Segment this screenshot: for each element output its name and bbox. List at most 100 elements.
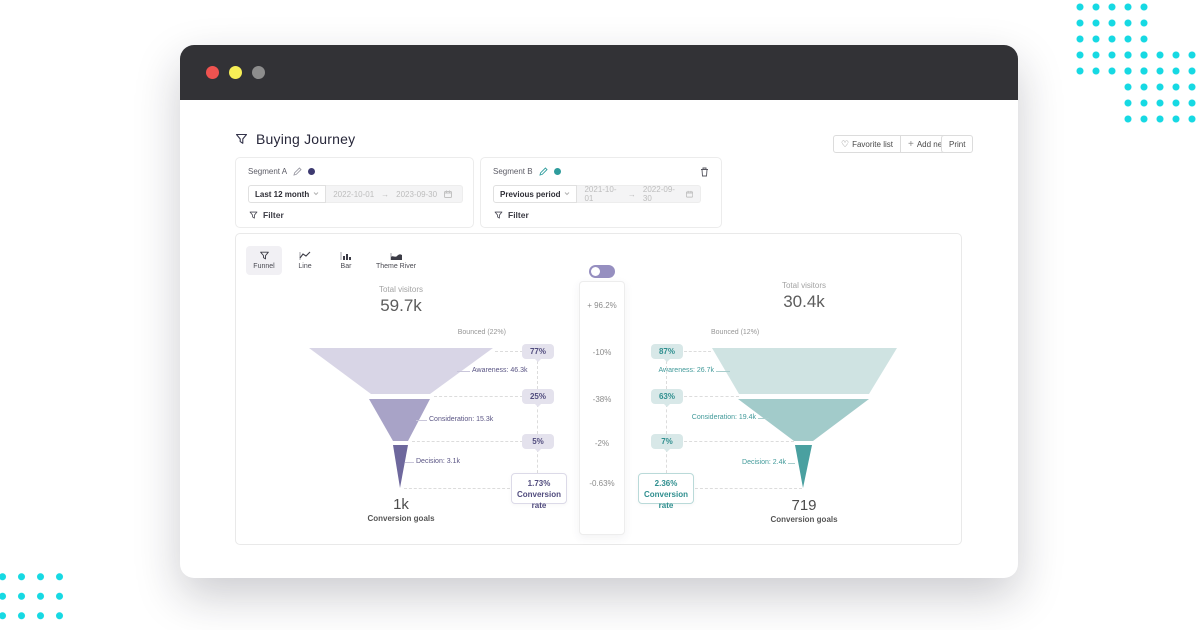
funnel-b-dash-v3 [666, 449, 667, 473]
comparison-column: + 96.2% -10% -38% -2% -0.63% [579, 281, 625, 535]
funnel-b-total-value: 30.4k [783, 292, 825, 311]
bar-chart-icon [340, 252, 351, 260]
funnel-a-goals-value: 1k [393, 496, 409, 513]
add-new-button[interactable]: + Add new [899, 136, 955, 152]
funnel-b-goals-label: Conversion goals [770, 515, 838, 524]
segment-b-period-select[interactable]: Previous period [493, 185, 578, 203]
funnel-a-conversion-rate: 1.73% [527, 479, 551, 488]
tab-funnel[interactable]: Funnel [246, 246, 282, 275]
decorative-dots-top-right-2 [1120, 47, 1200, 127]
favorite-list-label: Favorite list [852, 139, 893, 149]
funnel-a-consideration-connector [416, 420, 427, 421]
window-titlebar [180, 45, 1018, 100]
funnel-b-percent-awareness: 87% [651, 344, 683, 359]
funnel-a-total-value: 59.7k [380, 296, 422, 315]
compare-toggle[interactable] [589, 265, 615, 278]
comparison-awareness: -10% [592, 348, 612, 357]
funnel-a-decision-connector [405, 462, 414, 463]
funnel-a-conversion-label: Conversion rate [516, 490, 561, 510]
funnel-a-dash-1 [495, 351, 523, 352]
filter-funnel-icon [494, 211, 503, 219]
funnel-a-total-label: Total visitors [378, 285, 423, 294]
arrow-right-icon: → [627, 189, 636, 199]
maximize-window-button[interactable] [252, 66, 265, 79]
funnel-a-conversion-box: 1.73% Conversion rate [511, 473, 567, 510]
segment-b-period-value: Previous period [500, 189, 561, 199]
tab-theme-river-label: Theme River [375, 263, 417, 270]
funnel-b-percent-consideration: 63% [651, 389, 683, 404]
segment-b-date-end: 2022-09-30 [642, 185, 675, 203]
segment-a-color-dot [308, 168, 316, 175]
funnel-b-consideration-label: Consideration: 19.4k [691, 414, 756, 421]
segment-b-date-start: 2021-10-01 [584, 185, 617, 203]
funnel-b-dash-2 [684, 396, 739, 397]
segment-a-filter-button[interactable]: Filter [249, 210, 284, 220]
calendar-icon [686, 190, 694, 198]
segment-a-period-select[interactable]: Last 12 month [248, 185, 327, 203]
page-title: Buying Journey [256, 131, 356, 147]
funnel-b-awareness-connector [716, 371, 730, 372]
segment-b-date-range[interactable]: 2021-10-01 → 2022-09-30 [577, 185, 702, 203]
funnel-b-dash-v1 [666, 361, 667, 389]
funnel-a-goals-label: Conversion goals [367, 514, 435, 523]
heart-icon: ♡ [841, 138, 850, 149]
funnel-b-consideration-connector [758, 418, 769, 419]
segment-b-filter-button[interactable]: Filter [494, 210, 529, 220]
tab-line[interactable]: Line [287, 246, 323, 275]
funnel-b-stage-awareness [712, 348, 897, 394]
chart-type-tabs: Funnel Line Bar Theme River [246, 246, 423, 275]
segment-b-color-dot [553, 168, 561, 175]
funnel-b-dash-3 [684, 441, 794, 442]
theme-river-icon [390, 253, 402, 260]
segment-a-card: Segment A Last 12 month 2022-10-01 → 202… [235, 157, 474, 228]
segment-a-date-range[interactable]: 2022-10-01 → 2023-09-30 [326, 185, 464, 203]
page-title-row: Buying Journey [235, 131, 355, 147]
tab-bar[interactable]: Bar [328, 246, 364, 275]
funnel-b-conversion-box: 2.36% Conversion rate [638, 473, 694, 510]
funnel-a-awareness-label: Awareness: 46.3k [472, 367, 528, 374]
segment-a-filter-label: Filter [263, 210, 284, 220]
funnel-a-dash-v1 [537, 361, 538, 389]
comparison-total: + 96.2% [587, 301, 617, 310]
segment-a-date-end: 2023-09-30 [396, 189, 438, 199]
segment-a-date-start: 2022-10-01 [333, 189, 375, 199]
tab-theme-river[interactable]: Theme River [369, 246, 423, 275]
funnel-a-dash-v3 [537, 449, 538, 473]
plus-icon: + [907, 138, 914, 150]
funnel-b-decision-connector [788, 463, 795, 464]
funnel-a-shape [309, 348, 493, 488]
funnel-a-consideration-label: Consideration: 15.3k [429, 416, 494, 423]
tab-line-label: Line [298, 263, 312, 270]
funnel-b-total-label: Total visitors [781, 281, 826, 290]
tab-bar-label: Bar [340, 263, 352, 270]
print-label: Print [949, 139, 966, 149]
funnel-b-dash-4 [695, 488, 802, 489]
toggle-knob [591, 267, 600, 276]
funnel-a-percent-decision: 5% [522, 434, 554, 449]
funnel-a-dash-2 [434, 396, 523, 397]
edit-pencil-icon[interactable] [293, 167, 302, 176]
filter-funnel-icon [249, 211, 258, 219]
add-new-label: Add new [916, 139, 948, 149]
funnel-a-bounced-label: Bounced (22%) [457, 329, 506, 336]
funnel-a-dash-3 [412, 441, 523, 442]
funnel-b-shape [712, 348, 897, 488]
funnel-b-percent-decision: 7% [651, 434, 683, 449]
print-button[interactable]: Print [941, 135, 974, 153]
favorite-list-button[interactable]: ♡ Favorite list [834, 136, 900, 152]
funnel-b-decision-label: Decision: 2.4k [742, 459, 786, 466]
funnel-a-stage-awareness [309, 348, 493, 394]
comparison-decision: -2% [594, 439, 610, 448]
minimize-window-button[interactable] [229, 66, 242, 79]
funnel-a-dash-v2 [537, 404, 538, 434]
segment-b-filter-label: Filter [508, 210, 529, 220]
funnel-b-stage-decision [795, 445, 812, 488]
funnel-b-dash-v2 [666, 404, 667, 434]
segment-b-card: Segment B Previous period 2021-10-01 → 2… [480, 157, 722, 228]
funnel-a-stage-consideration [369, 399, 430, 441]
calendar-icon [444, 190, 453, 198]
delete-segment-icon[interactable] [700, 167, 709, 177]
close-window-button[interactable] [206, 66, 219, 79]
segment-b-name: Segment B [493, 167, 533, 176]
edit-pencil-icon[interactable] [538, 167, 548, 176]
